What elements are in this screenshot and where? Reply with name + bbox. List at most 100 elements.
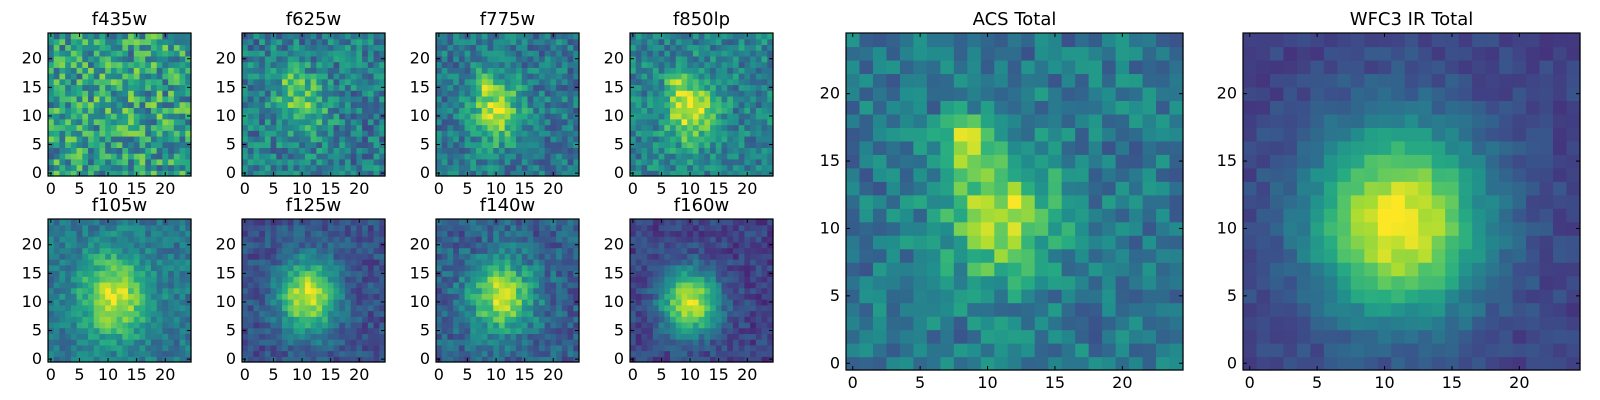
pixel [481, 333, 489, 340]
pixel [550, 299, 557, 306]
pixel [162, 55, 169, 63]
pixel [533, 287, 540, 294]
pixel [270, 101, 277, 108]
pixel [362, 130, 369, 137]
pixel [242, 293, 249, 300]
pixel [333, 344, 340, 352]
pixel [658, 327, 665, 334]
pixel [88, 350, 95, 357]
pixel [641, 316, 648, 323]
pixel [88, 241, 95, 249]
pixel [70, 44, 78, 51]
x-tick-label: 0 [434, 365, 444, 384]
pixel [635, 90, 643, 97]
pixel [128, 55, 135, 63]
pixel [179, 350, 186, 357]
pixel [356, 299, 363, 306]
pixel [282, 304, 289, 312]
pixel [65, 281, 72, 289]
pixel [128, 253, 135, 260]
pixel [750, 113, 757, 120]
pixel [504, 44, 511, 51]
pixel [287, 350, 295, 357]
pixel [635, 339, 643, 346]
pixel [715, 44, 723, 51]
pixel [373, 164, 380, 171]
pixel [738, 38, 745, 46]
pixel [556, 310, 563, 317]
pixel [99, 118, 106, 126]
pixel [755, 130, 763, 137]
pixel [464, 316, 471, 323]
pixel [710, 124, 717, 131]
pixel [156, 339, 163, 346]
pixel [105, 316, 112, 323]
pixel [521, 84, 529, 91]
pixel [521, 124, 529, 131]
pixel [110, 61, 118, 68]
pixel [379, 333, 386, 340]
pixel [327, 247, 335, 254]
pixel [744, 118, 751, 126]
pixel [436, 61, 443, 68]
pixel [367, 118, 375, 126]
pixel [538, 153, 546, 160]
pixel [493, 270, 500, 277]
pixel [664, 304, 671, 312]
pixel [162, 333, 169, 340]
pixel [264, 170, 272, 177]
pixel [259, 299, 266, 306]
pixel [168, 135, 175, 143]
pixel [150, 259, 158, 266]
pixel [105, 118, 112, 126]
pixel [242, 344, 249, 352]
pixel [738, 339, 745, 346]
pixel [567, 230, 574, 237]
pixel [299, 44, 306, 51]
pixel [681, 107, 688, 114]
pixel [70, 107, 78, 114]
pixel [362, 107, 369, 114]
pixel [527, 247, 534, 254]
pixel [373, 339, 380, 346]
pixel [362, 316, 369, 323]
pixel [287, 158, 295, 166]
pixel [53, 241, 61, 249]
pixel [242, 287, 249, 294]
pixel [333, 90, 340, 97]
pixel [264, 84, 272, 91]
pixel [538, 90, 546, 97]
pixel [687, 101, 694, 108]
pixel [647, 299, 654, 306]
pixel [561, 78, 569, 86]
pixel [139, 247, 146, 254]
pixel [681, 101, 688, 108]
pixel [145, 350, 152, 357]
pixel [504, 241, 511, 249]
pixel [367, 141, 375, 148]
pixel [744, 147, 751, 154]
pixel [441, 236, 449, 243]
pixel [527, 230, 534, 237]
pixel [533, 158, 540, 166]
pixel [299, 124, 306, 131]
pixel [310, 293, 317, 300]
pixel [247, 321, 255, 329]
pixel [436, 67, 443, 74]
pixel [65, 253, 72, 260]
pixel [715, 350, 723, 357]
pixel [687, 147, 694, 154]
pixel [259, 316, 266, 323]
pixel [681, 147, 688, 154]
pixel [658, 73, 665, 80]
pixel [379, 147, 386, 154]
pixel [481, 236, 489, 243]
pixel [561, 38, 569, 46]
pixel [750, 101, 757, 108]
pixel [561, 224, 569, 232]
pixel [59, 78, 66, 86]
pixel [487, 147, 494, 154]
pixel [373, 50, 380, 57]
pixel [333, 78, 340, 86]
pixel [128, 356, 135, 363]
